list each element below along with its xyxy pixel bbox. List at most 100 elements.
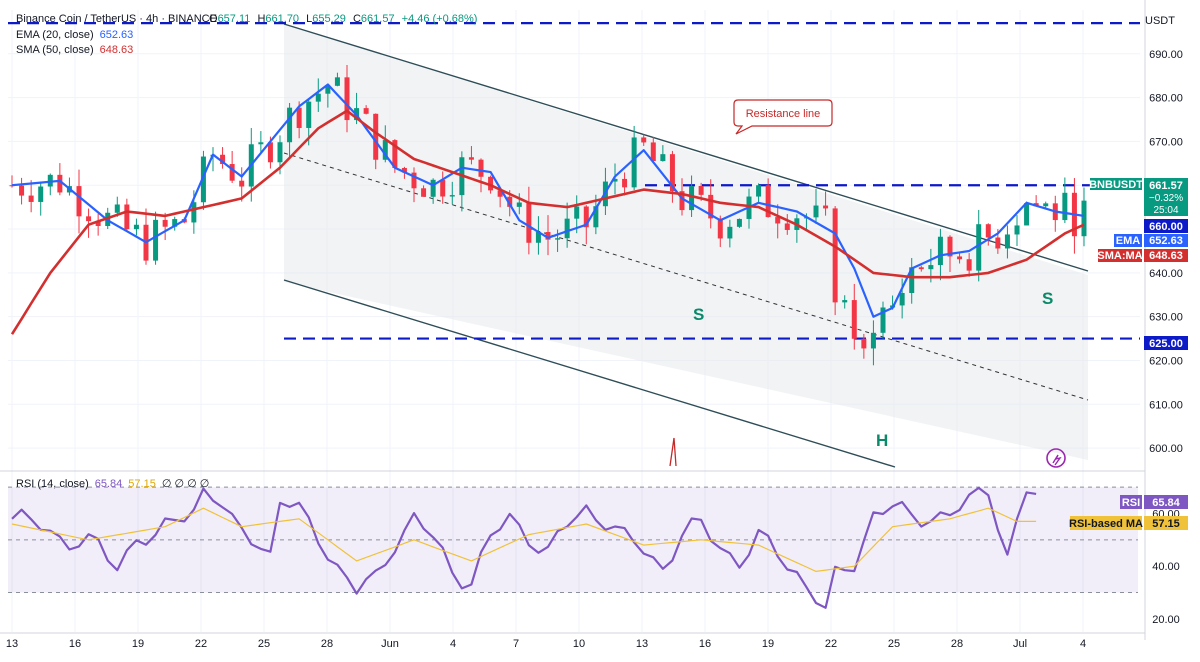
candle-body bbox=[679, 191, 685, 211]
candle-body bbox=[172, 219, 178, 227]
candle-body bbox=[612, 178, 618, 182]
candle-body bbox=[162, 219, 168, 227]
ema-legend: EMA (20, close) 652.63 bbox=[16, 29, 133, 41]
candle-body bbox=[430, 179, 436, 197]
candle-body bbox=[574, 206, 580, 219]
candle-body bbox=[928, 265, 934, 270]
candle-body bbox=[918, 267, 924, 270]
rsi-tag-value: 65.84 bbox=[1152, 497, 1180, 509]
candle-body bbox=[880, 307, 886, 333]
candle-body bbox=[545, 232, 551, 240]
candle-body bbox=[698, 185, 704, 195]
candle-body bbox=[535, 232, 541, 243]
candle-body bbox=[583, 206, 589, 228]
candle-body bbox=[296, 107, 302, 128]
candle-body bbox=[593, 206, 599, 228]
price-tick-610: 610.00 bbox=[1149, 399, 1183, 411]
candle-body bbox=[1081, 200, 1087, 237]
time-tick: 19 bbox=[132, 638, 144, 650]
candle-body bbox=[478, 159, 484, 177]
candle-body bbox=[1004, 234, 1010, 249]
price-tick-640: 640.00 bbox=[1149, 268, 1183, 280]
candle-body bbox=[823, 205, 829, 209]
candle-body bbox=[325, 85, 331, 94]
time-tick: 13 bbox=[6, 638, 18, 650]
candle-body bbox=[239, 180, 245, 187]
rsi-line-RSI bbox=[11, 486, 1037, 609]
candle-body bbox=[124, 204, 130, 230]
candle-body bbox=[401, 167, 407, 173]
candle-body bbox=[153, 219, 159, 261]
candle-body bbox=[622, 178, 628, 188]
price-tick-670: 670.00 bbox=[1149, 136, 1183, 148]
countdown-tag: 25:04 bbox=[1153, 205, 1178, 216]
symbol-title: Binance Coin / TetherUS · 4h · BINANCE bbox=[16, 13, 217, 25]
candle-body bbox=[660, 154, 666, 162]
time-tick: 10 bbox=[573, 638, 585, 650]
sma-legend: SMA (50, close) 648.63 bbox=[16, 44, 133, 56]
rsi-ma-tag-value: 57.15 bbox=[1152, 518, 1180, 530]
drawn-mark bbox=[669, 437, 677, 467]
rsi-line-RSI-based MA bbox=[11, 507, 1037, 572]
currency-label: USDT bbox=[1145, 15, 1175, 27]
candle-body bbox=[9, 185, 15, 187]
candle-body bbox=[334, 77, 340, 86]
candle-body bbox=[95, 221, 101, 227]
candle-body bbox=[267, 142, 273, 163]
candle-body bbox=[870, 332, 876, 349]
resistance-line-callout: Resistance line bbox=[733, 99, 833, 135]
candle-body bbox=[909, 267, 915, 293]
candle-body bbox=[813, 205, 819, 218]
time-tick: 13 bbox=[636, 638, 648, 650]
rsi-legend: RSI (14, close) 65.84 57.15 ∅ ∅ ∅ ∅ bbox=[16, 478, 209, 490]
resistance-line-label: Resistance line bbox=[746, 108, 821, 120]
candle-body bbox=[756, 185, 762, 197]
ma-line-EMA bbox=[11, 83, 1085, 318]
candle-body bbox=[564, 218, 570, 239]
candle-body bbox=[1043, 203, 1049, 207]
candle-body bbox=[842, 300, 848, 303]
price-tags: USDT BNBUSDT 661.57 −0.32% 25:04 660.00 … bbox=[1069, 15, 1188, 530]
candle-body bbox=[220, 154, 226, 165]
ohlc-readout: O657.11 H661.70 L655.29 C661.57 +4.46 (+… bbox=[209, 13, 477, 25]
candle-body bbox=[344, 77, 350, 121]
time-tick: 4 bbox=[450, 638, 456, 650]
level-660-tag: 660.00 bbox=[1149, 221, 1183, 233]
channel-bottom-line bbox=[283, 279, 896, 468]
candle-body bbox=[708, 194, 714, 219]
candle-body bbox=[38, 186, 44, 202]
candle-body bbox=[277, 142, 283, 163]
time-tick: 22 bbox=[825, 638, 837, 650]
descending-channel bbox=[284, 24, 1088, 460]
candle-body bbox=[765, 185, 771, 218]
rsi-tag-label: RSI bbox=[1122, 497, 1140, 509]
ema-tag-value: 652.63 bbox=[1149, 235, 1183, 247]
candle-body bbox=[468, 157, 474, 160]
candle-body bbox=[392, 140, 398, 168]
moving-averages bbox=[10, 83, 1085, 335]
ema-tag-label: EMA bbox=[1116, 235, 1141, 247]
candle-body bbox=[86, 216, 92, 222]
candle-body bbox=[421, 188, 427, 197]
candle-body bbox=[382, 140, 388, 160]
candle-body bbox=[19, 185, 25, 196]
rsi-tick-40: 40.00 bbox=[1152, 561, 1180, 573]
price-tick-630: 630.00 bbox=[1149, 312, 1183, 324]
candle-body bbox=[957, 256, 963, 260]
time-tick: 22 bbox=[195, 638, 207, 650]
candle-body bbox=[995, 237, 1001, 249]
candle-body bbox=[76, 186, 82, 217]
candle-body bbox=[258, 142, 264, 145]
candle-body bbox=[1062, 192, 1068, 221]
candle-body bbox=[832, 208, 838, 303]
candle-body bbox=[784, 223, 790, 230]
candle-body bbox=[861, 338, 867, 349]
candle-body bbox=[287, 107, 293, 143]
time-tick: 16 bbox=[69, 638, 81, 650]
candle-body bbox=[200, 156, 206, 203]
candle-body bbox=[306, 101, 312, 128]
candle-body bbox=[1014, 225, 1020, 235]
rsi-pane bbox=[8, 486, 1138, 609]
replay-icon[interactable] bbox=[1046, 448, 1066, 468]
